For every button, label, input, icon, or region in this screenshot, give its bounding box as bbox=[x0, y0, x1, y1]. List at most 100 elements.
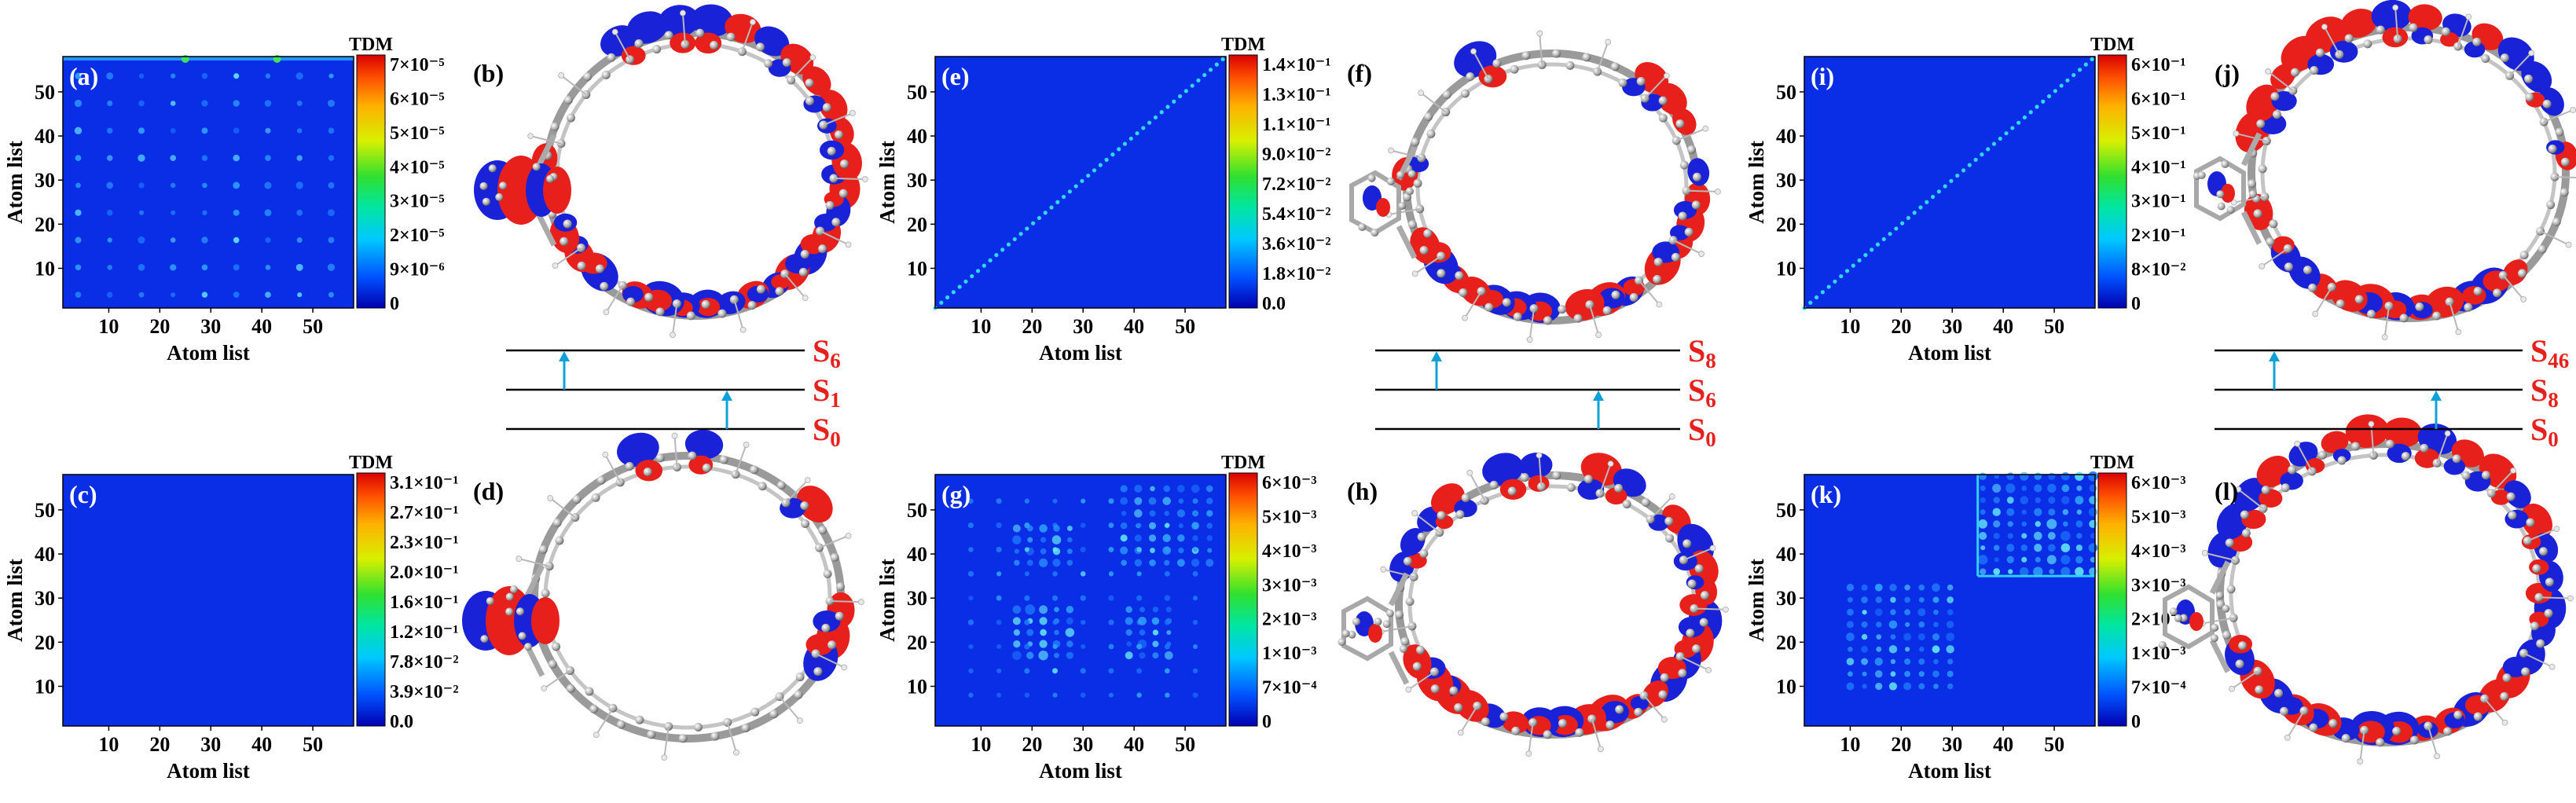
y-tick-label: 20 bbox=[1776, 631, 1796, 654]
hydrogen-atom bbox=[845, 532, 852, 539]
y-axis-label: Atom list bbox=[875, 559, 899, 642]
bond bbox=[820, 230, 849, 246]
state-letter: S bbox=[813, 372, 830, 408]
heatmap-cell bbox=[1024, 522, 1030, 529]
bond bbox=[785, 479, 809, 504]
heatmap-background bbox=[63, 57, 354, 308]
colorbar bbox=[2097, 472, 2127, 727]
bond bbox=[2436, 433, 2449, 464]
atom bbox=[2453, 710, 2463, 720]
orbital-lobe bbox=[2490, 490, 2511, 505]
atom bbox=[2310, 66, 2319, 75]
atom bbox=[548, 659, 557, 669]
heatmap-cell bbox=[296, 101, 303, 106]
atom bbox=[2255, 685, 2264, 695]
heatmap-cell bbox=[1080, 668, 1086, 674]
state-label: S1 bbox=[813, 372, 841, 412]
heatmap-cell bbox=[1874, 608, 1883, 616]
bond bbox=[2324, 26, 2340, 55]
atom bbox=[1641, 497, 1650, 507]
bond bbox=[2240, 211, 2262, 245]
atom bbox=[1466, 72, 1475, 82]
atom bbox=[566, 113, 575, 123]
bond bbox=[1686, 189, 1718, 192]
hydrogen-atom bbox=[2201, 549, 2208, 556]
atom bbox=[518, 632, 527, 640]
atom bbox=[600, 281, 609, 291]
hydrogen-atom bbox=[2434, 753, 2441, 760]
heatmap-diagonal-cell bbox=[1826, 284, 1831, 289]
heatmap-cell bbox=[1932, 583, 1940, 592]
heatmap-cell bbox=[1192, 668, 1198, 673]
heatmap-cell bbox=[1192, 596, 1198, 601]
state-letter: S bbox=[2530, 412, 2548, 447]
heatmap-diagonal-cell bbox=[963, 279, 968, 284]
hydrogen-atom bbox=[1660, 716, 1668, 723]
atom bbox=[1367, 174, 1376, 182]
heatmap-cell bbox=[1136, 595, 1143, 601]
atom bbox=[647, 730, 656, 739]
atom bbox=[1622, 500, 1631, 509]
state-letter: S bbox=[1688, 333, 1705, 368]
heatmap-cell bbox=[2060, 530, 2071, 541]
hydrogen-atom bbox=[1668, 493, 1675, 500]
heatmap-cell bbox=[233, 264, 240, 271]
heatmap-diagonal-cell bbox=[2022, 115, 2027, 120]
hydrogen-atom bbox=[858, 599, 864, 606]
atom bbox=[2210, 634, 2218, 643]
atom bbox=[2392, 727, 2402, 736]
atom bbox=[1566, 482, 1576, 492]
atom bbox=[2424, 35, 2433, 45]
x-tick-label: 40 bbox=[1993, 315, 2013, 338]
atom bbox=[835, 611, 844, 621]
atom bbox=[2169, 607, 2178, 616]
atom bbox=[635, 715, 644, 724]
panel-label: (e) bbox=[941, 62, 970, 90]
atom bbox=[830, 553, 839, 563]
heatmap-cell bbox=[2090, 533, 2096, 539]
atom bbox=[589, 704, 599, 713]
heatmap-cell bbox=[2021, 509, 2027, 515]
atom bbox=[2443, 727, 2453, 736]
colorbar-tick-label: 2×10⁻³ bbox=[1262, 610, 1317, 630]
heatmap-cell bbox=[233, 292, 240, 299]
colorbar-title: TDM bbox=[2090, 453, 2134, 473]
heatmap-cell bbox=[1861, 584, 1868, 591]
bond bbox=[604, 454, 622, 483]
bond bbox=[2240, 132, 2262, 167]
heatmap-cell bbox=[1946, 632, 1955, 641]
heatmap-cell bbox=[107, 237, 112, 243]
atom bbox=[701, 300, 710, 310]
heatmap-cell bbox=[1024, 595, 1030, 601]
y-tick-label: 30 bbox=[907, 169, 927, 192]
atom bbox=[2222, 630, 2231, 640]
bond bbox=[1644, 75, 1668, 99]
heatmap-cell bbox=[328, 155, 335, 161]
atom bbox=[1419, 246, 1429, 255]
heatmap-diagonal-cell bbox=[1055, 200, 1060, 204]
atom bbox=[1454, 703, 1463, 713]
heatmap-cell bbox=[171, 292, 176, 298]
heatmap-cell bbox=[1027, 537, 1033, 543]
atom bbox=[1583, 475, 1593, 484]
bond bbox=[2209, 560, 2231, 595]
atom bbox=[2376, 25, 2385, 35]
hydrogen-atom bbox=[547, 495, 554, 501]
bond bbox=[549, 497, 576, 519]
heatmap-cell bbox=[264, 182, 272, 189]
atom bbox=[1686, 629, 1695, 638]
atom bbox=[1405, 596, 1415, 606]
hydrogen-atom bbox=[527, 133, 534, 140]
heatmap-cell bbox=[2020, 566, 2029, 577]
state-index: 8 bbox=[2548, 388, 2559, 412]
heatmap-cell bbox=[1993, 520, 2001, 528]
heatmap-cell bbox=[1847, 671, 1853, 677]
heatmap-cell bbox=[295, 182, 303, 189]
heatmap-cell bbox=[1012, 605, 1022, 614]
x-axis-label: Atom list bbox=[167, 759, 250, 783]
heatmap-diagonal-cell bbox=[1220, 57, 1225, 61]
state-index: 6 bbox=[1705, 388, 1716, 412]
atom bbox=[480, 635, 489, 644]
atom bbox=[695, 28, 705, 38]
heatmap-cell bbox=[63, 57, 354, 60]
